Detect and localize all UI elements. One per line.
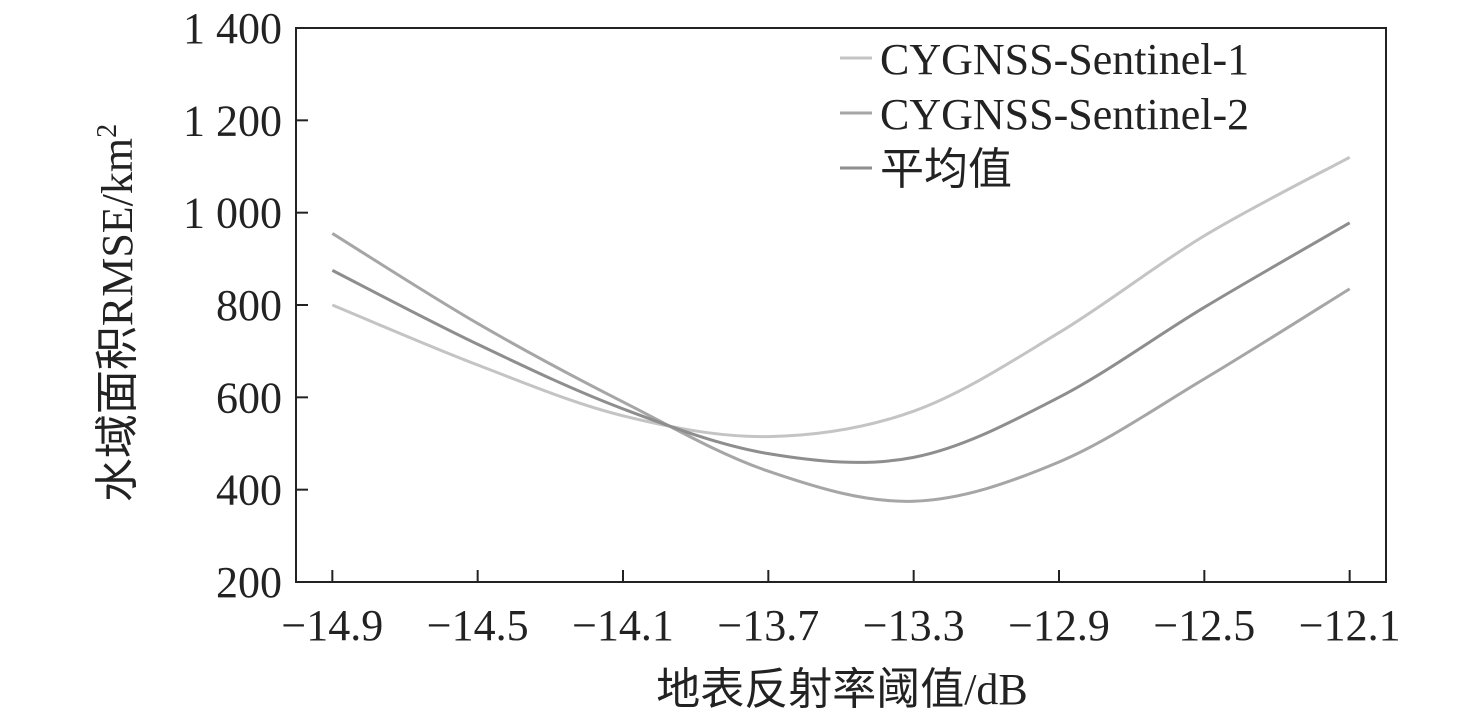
x-axis-ticks: −14.9 −14.5 −14.1 −13.7 −13.3 −12.9 −12.5 −12.1 <box>281 570 1401 650</box>
x-tick-label: −12.5 <box>1153 601 1255 650</box>
legend-label: CYGNSS-Sentinel-2 <box>880 90 1249 139</box>
series-line-3 <box>331 221 1351 464</box>
x-tick-label: −12.1 <box>1299 601 1401 650</box>
y-tick-label: 200 <box>216 558 282 607</box>
series-line-1 <box>331 155 1351 439</box>
series-line-2 <box>331 232 1351 503</box>
y-tick-label: 800 <box>216 281 282 330</box>
y-tick-label: 1 200 <box>183 96 282 145</box>
legend-label: 平均值 <box>880 145 1012 194</box>
y-axis-title: 水域面积RMSE/km2 <box>92 124 142 502</box>
x-tick-label: −12.9 <box>1008 601 1110 650</box>
y-tick-label: 400 <box>216 466 282 515</box>
y-tick-label: 600 <box>216 373 282 422</box>
y-tick-label: 1 400 <box>183 4 282 53</box>
legend: CYGNSS-Sentinel-1 CYGNSS-Sentinel-2 平均值 <box>840 35 1249 194</box>
x-tick-label: −13.7 <box>717 601 819 650</box>
legend-label: CYGNSS-Sentinel-1 <box>880 35 1249 84</box>
x-tick-label: −14.5 <box>427 601 529 650</box>
y-axis-title-superscript: 2 <box>92 124 123 138</box>
x-tick-label: −14.1 <box>572 601 674 650</box>
x-axis-title: 地表反射率阈值/dB <box>656 665 1028 714</box>
y-axis-ticks: 200 400 600 800 1 000 1 200 1 400 <box>183 4 308 607</box>
series-lines <box>331 155 1351 503</box>
x-tick-label: −13.3 <box>863 601 965 650</box>
svg-text:水域面积RMSE/km2: 水域面积RMSE/km2 <box>92 124 142 502</box>
y-tick-label: 1 000 <box>183 189 282 238</box>
y-axis-title-main: 水域面积RMSE/km <box>93 138 142 502</box>
x-tick-label: −14.9 <box>281 601 383 650</box>
